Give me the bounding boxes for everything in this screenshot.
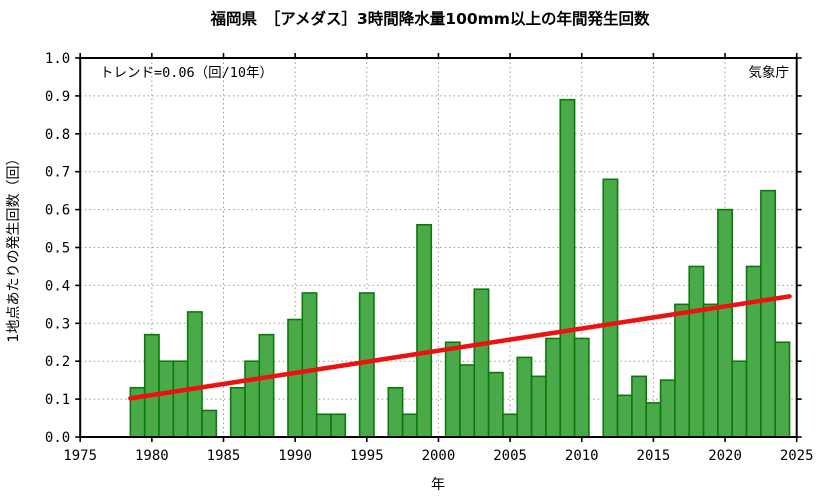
y-tick-label-0.7: 0.7	[45, 165, 70, 181]
y-tick-label-0.4: 0.4	[45, 278, 70, 294]
y-tick-label-0.6: 0.6	[45, 203, 70, 219]
bar-2005	[502, 413, 519, 438]
bar-1999	[416, 223, 433, 438]
bar-2010	[573, 337, 590, 438]
bars	[129, 98, 791, 438]
y-tick-label-0.9: 0.9	[45, 89, 70, 105]
bar-1980	[143, 333, 160, 438]
bar-2007	[530, 375, 547, 438]
y-tick-label-0.2: 0.2	[45, 354, 70, 370]
bar-1984	[201, 409, 218, 438]
x-tick-label-2025: 2025	[780, 448, 814, 464]
bar-1995	[358, 292, 375, 438]
bar-2008	[545, 337, 562, 438]
bar-1993	[330, 413, 347, 438]
bar-2015	[645, 402, 662, 438]
bar-2019	[702, 303, 719, 438]
x-tick-label-2005: 2005	[493, 448, 527, 464]
x-tick-label-2015: 2015	[637, 448, 671, 464]
x-tick-label-1995: 1995	[350, 448, 384, 464]
bar-2017	[674, 303, 691, 438]
bar-1987	[244, 360, 261, 438]
x-tick-label-2020: 2020	[708, 448, 742, 464]
x-tick-label-1975: 1975	[63, 448, 97, 464]
x-tick-label-1985: 1985	[207, 448, 241, 464]
y-tick-label-0.5: 0.5	[45, 241, 70, 257]
x-tick-label-1980: 1980	[135, 448, 169, 464]
y-tick-label-0.8: 0.8	[45, 127, 70, 143]
x-tick-label-2000: 2000	[422, 448, 456, 464]
bar-1991	[301, 292, 318, 438]
attribution-label: 気象庁	[749, 65, 790, 81]
trend-annotation: トレンド=0.06（回/10年）	[100, 65, 273, 81]
axis-tick-labels: 1975 1980 1985 1990 1995 2000 2005 2010 2015 2020…	[45, 51, 814, 464]
bar-2013	[616, 394, 633, 438]
axis-ticks	[75, 53, 802, 442]
bar-1986	[229, 386, 246, 438]
bar-2006	[516, 356, 533, 438]
bar-1982	[172, 360, 189, 438]
bar-2009	[559, 98, 576, 438]
trend-line	[128, 294, 792, 401]
x-tick-label-1990: 1990	[278, 448, 312, 464]
y-tick-label-0.0: 0.0	[45, 430, 70, 446]
bar-2023	[760, 189, 777, 438]
bar-1998	[401, 413, 418, 438]
bar-2022	[745, 265, 762, 438]
x-tick-label-2010: 2010	[565, 448, 599, 464]
bar-1981	[158, 360, 175, 438]
bar-1990	[287, 318, 304, 438]
y-tick-label-1.0: 1.0	[45, 51, 70, 67]
bar-1992	[315, 413, 332, 438]
bar-1988	[258, 333, 275, 438]
bar-2016	[659, 379, 676, 438]
bar-2024	[774, 341, 791, 438]
bar-2001	[444, 341, 461, 438]
bar-2003	[473, 288, 490, 438]
bar-1983	[186, 311, 203, 438]
bar-1997	[387, 386, 404, 438]
bar-2021	[731, 360, 748, 438]
x-axis-title: 年	[431, 477, 445, 493]
bar-2014	[631, 375, 648, 438]
bar-2020	[717, 208, 734, 438]
chart-title: 福岡県 ［アメダス］3時間降水量100mm以上の年間発生回数	[210, 9, 650, 28]
bar-2018	[688, 265, 705, 438]
y-tick-label-0.1: 0.1	[45, 392, 70, 408]
y-axis-title: 1地点あたりの発生回数（回）	[6, 152, 22, 343]
y-tick-label-0.3: 0.3	[45, 316, 70, 332]
bar-2002	[459, 364, 476, 438]
bar-2004	[487, 371, 504, 438]
bar-2012	[602, 178, 619, 438]
